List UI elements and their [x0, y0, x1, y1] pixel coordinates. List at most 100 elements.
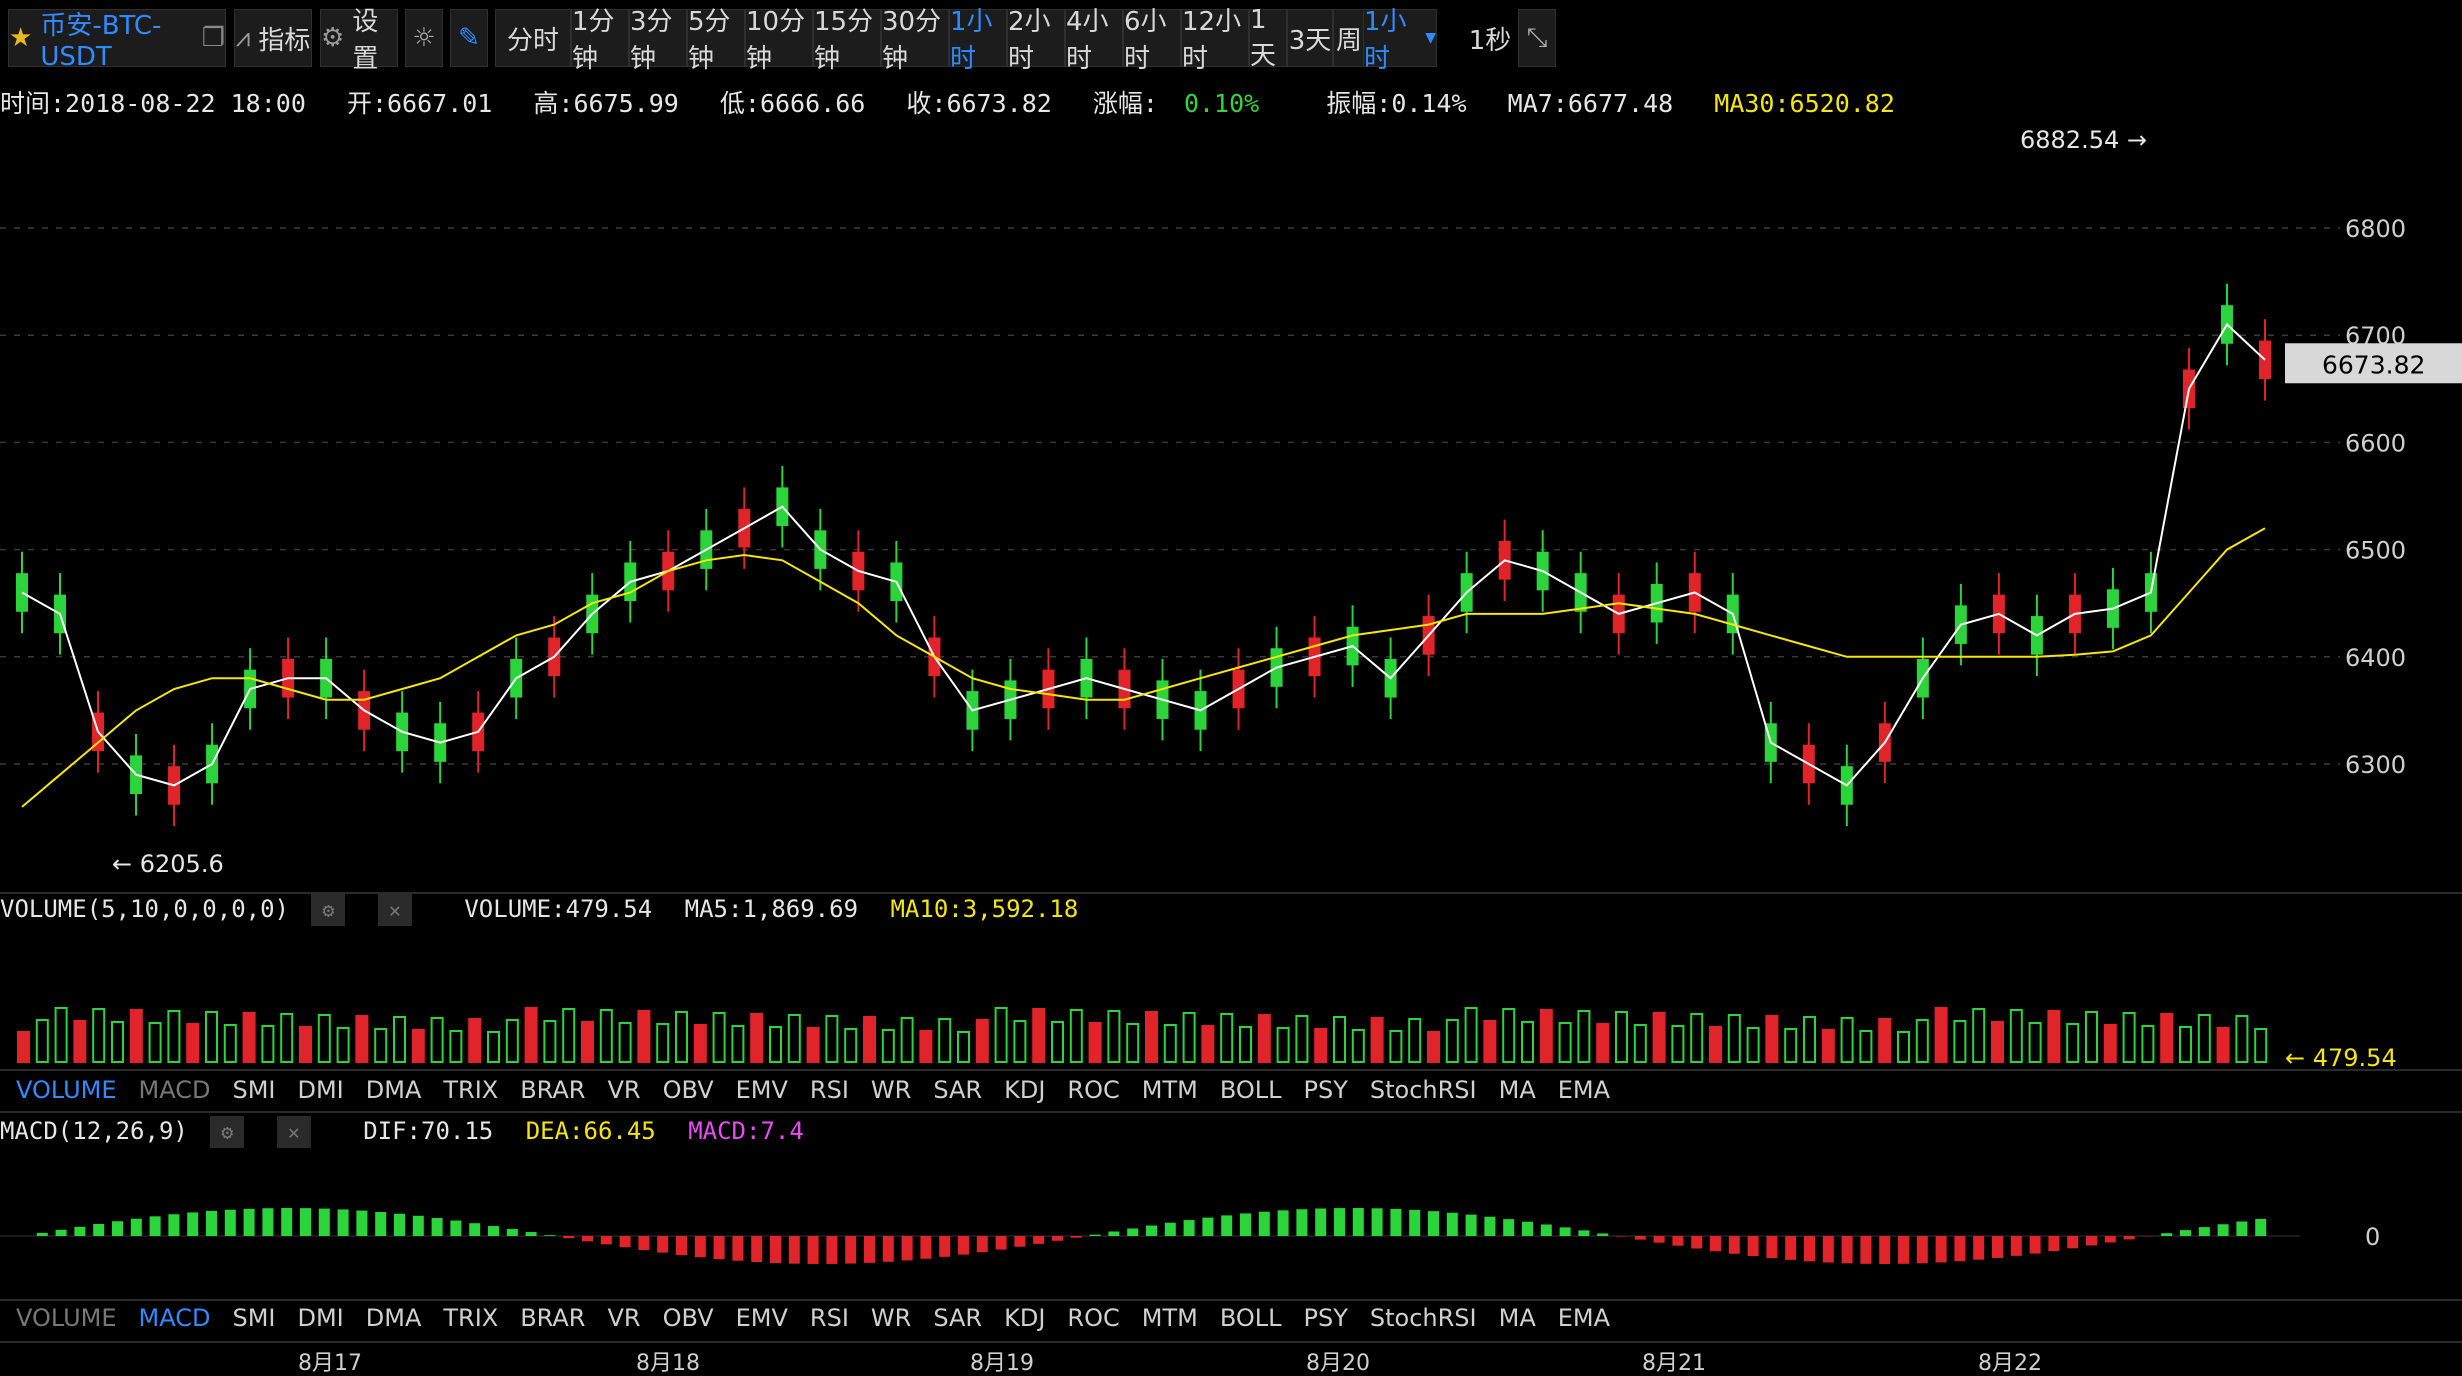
- indicator-tab-rsi[interactable]: RSI: [809, 1076, 849, 1104]
- indicator-tab-obv[interactable]: OBV: [662, 1076, 714, 1104]
- settings-button[interactable]: ⚙ 设置: [320, 7, 398, 74]
- interval-button-0[interactable]: 分时: [495, 9, 571, 67]
- indicator-tab-stochrsi[interactable]: StochRSI: [1369, 1304, 1477, 1332]
- volume-bar: [1145, 1011, 1158, 1063]
- macd-histogram-bar: [1841, 1236, 1853, 1264]
- macd-close-icon[interactable]: ✕: [276, 1116, 311, 1148]
- volume-bar: [1991, 1021, 2004, 1063]
- indicator-tab-mtm[interactable]: MTM: [1141, 1076, 1198, 1104]
- macd-histogram-bar: [1258, 1211, 1270, 1236]
- star-icon[interactable]: ★: [9, 23, 33, 53]
- macd-histogram-bar: [1935, 1236, 1947, 1263]
- draw-tool-button[interactable]: ✎: [450, 9, 488, 67]
- volume-bar: [881, 1029, 895, 1063]
- macd-dea: DEA:66.45: [525, 1117, 656, 1145]
- indicator-tab-roc[interactable]: ROC: [1067, 1304, 1120, 1332]
- indicator-tab-smi[interactable]: SMI: [232, 1076, 276, 1104]
- interval-button-8[interactable]: 2小时: [1007, 7, 1065, 74]
- indicator-tab-stochrsi[interactable]: StochRSI: [1369, 1076, 1477, 1104]
- indicator-tab-dmi[interactable]: DMI: [297, 1076, 344, 1104]
- refresh-rate[interactable]: 1秒: [1461, 9, 1519, 67]
- interval-button-3[interactable]: 5分钟: [687, 7, 745, 74]
- indicator-tab-obv[interactable]: OBV: [662, 1304, 714, 1332]
- macd-histogram-bar: [1597, 1233, 1609, 1236]
- macd-histogram-bar: [93, 1223, 105, 1236]
- indicator-tab-volume[interactable]: VOLUME: [16, 1304, 117, 1332]
- info-time: 时间:2018-08-22 18:00: [0, 89, 306, 118]
- indicator-tab-volume[interactable]: VOLUME: [16, 1076, 117, 1104]
- indicator-tab-dma[interactable]: DMA: [365, 1304, 422, 1332]
- interval-button-10[interactable]: 6小时: [1123, 7, 1181, 74]
- volume-close-icon[interactable]: ✕: [377, 894, 412, 926]
- fullscreen-button[interactable]: ⤡: [1518, 9, 1556, 67]
- indicator-tab-psy[interactable]: PSY: [1303, 1304, 1348, 1332]
- interval-button-6[interactable]: 30分钟: [881, 7, 949, 74]
- indicator-button[interactable]: ⩘ 指标: [234, 9, 312, 67]
- indicator-tab-brar[interactable]: BRAR: [520, 1076, 586, 1104]
- macd-histogram-bar: [1916, 1236, 1928, 1264]
- indicator-tab-kdj[interactable]: KDJ: [1004, 1076, 1046, 1104]
- indicator-tab-trix[interactable]: TRIX: [443, 1304, 499, 1332]
- volume-bar: [712, 1012, 726, 1063]
- indicator-tab-ma[interactable]: MA: [1498, 1304, 1536, 1332]
- macd-histogram-bar: [243, 1208, 255, 1236]
- volume-bar: [1276, 1027, 1290, 1063]
- volume-bar: [449, 1030, 463, 1063]
- interval-button-1[interactable]: 1分钟: [571, 7, 629, 74]
- indicator-tab-sar[interactable]: SAR: [933, 1304, 983, 1332]
- macd-histogram-bar: [1653, 1236, 1665, 1243]
- indicator-tab-vr[interactable]: VR: [607, 1304, 641, 1332]
- macd-settings-icon[interactable]: ⚙: [210, 1116, 245, 1148]
- volume-bar: [2122, 1012, 2136, 1063]
- indicator-tab-ma[interactable]: MA: [1498, 1076, 1536, 1104]
- interval-button-12[interactable]: 1天: [1249, 5, 1287, 71]
- interval-button-2[interactable]: 3分钟: [629, 7, 687, 74]
- macd-histogram-bar: [1127, 1228, 1139, 1236]
- volume-bar: [1013, 1020, 1027, 1063]
- volume-bar: [1615, 1011, 1628, 1063]
- theme-toggle-button[interactable]: ☼: [405, 9, 443, 67]
- interval-button-4[interactable]: 10分钟: [745, 7, 813, 74]
- indicator-tab-kdj[interactable]: KDJ: [1004, 1304, 1046, 1332]
- volume-bar: [205, 1011, 218, 1063]
- indicator-tab-sar[interactable]: SAR: [933, 1076, 983, 1104]
- indicator-tab-vr[interactable]: VR: [607, 1076, 641, 1104]
- indicator-tab-mtm[interactable]: MTM: [1141, 1304, 1198, 1332]
- interval-button-11[interactable]: 12小时: [1181, 7, 1249, 74]
- indicator-tab-smi[interactable]: SMI: [232, 1304, 276, 1332]
- volume-bar: [1389, 1030, 1403, 1063]
- indicator-tab-boll[interactable]: BOLL: [1219, 1076, 1282, 1104]
- interval-button-9[interactable]: 4小时: [1065, 7, 1123, 74]
- macd-histogram-bar: [1578, 1230, 1590, 1236]
- indicator-tab-ema[interactable]: EMA: [1557, 1076, 1611, 1104]
- indicator-tab-emv[interactable]: EMV: [735, 1076, 788, 1104]
- symbol-label: 币安-BTC-USDT: [40, 10, 162, 72]
- indicator-tab-brar[interactable]: BRAR: [520, 1304, 586, 1332]
- indicator-tab-ema[interactable]: EMA: [1557, 1304, 1611, 1332]
- indicator-tab-macd[interactable]: MACD: [138, 1076, 211, 1104]
- interval-button-7[interactable]: 1小时: [949, 7, 1007, 74]
- macd-histogram-bar: [2123, 1236, 2135, 1240]
- x-tick-label: 8月18: [636, 1351, 700, 1376]
- indicator-tab-dma[interactable]: DMA: [365, 1076, 422, 1104]
- macd-histogram-bar: [1503, 1219, 1515, 1236]
- indicator-tab-boll[interactable]: BOLL: [1219, 1304, 1282, 1332]
- interval-dropdown[interactable]: 1小时 ▼: [1363, 7, 1437, 74]
- interval-button-5[interactable]: 15分钟: [813, 7, 881, 74]
- volume-settings-icon[interactable]: ⚙: [311, 894, 346, 926]
- indicator-tab-dmi[interactable]: DMI: [297, 1304, 344, 1332]
- indicator-tab-macd[interactable]: MACD: [138, 1304, 211, 1332]
- interval-button-13[interactable]: 3天: [1287, 9, 1333, 67]
- indicator-tab-emv[interactable]: EMV: [735, 1304, 788, 1332]
- volume-bar: [900, 1017, 914, 1063]
- indicator-tab-psy[interactable]: PSY: [1303, 1076, 1348, 1104]
- indicator-tab-wr[interactable]: WR: [870, 1304, 912, 1332]
- indicator-tab-roc[interactable]: ROC: [1067, 1076, 1120, 1104]
- macd-histogram-bar: [394, 1213, 405, 1236]
- popout-icon[interactable]: ❐: [201, 23, 225, 53]
- indicator-tab-wr[interactable]: WR: [870, 1076, 912, 1104]
- indicator-tab-rsi[interactable]: RSI: [809, 1304, 849, 1332]
- symbol-selector[interactable]: ★ 币安-BTC-USDT ❐: [8, 9, 226, 72]
- indicator-tab-trix[interactable]: TRIX: [443, 1076, 499, 1104]
